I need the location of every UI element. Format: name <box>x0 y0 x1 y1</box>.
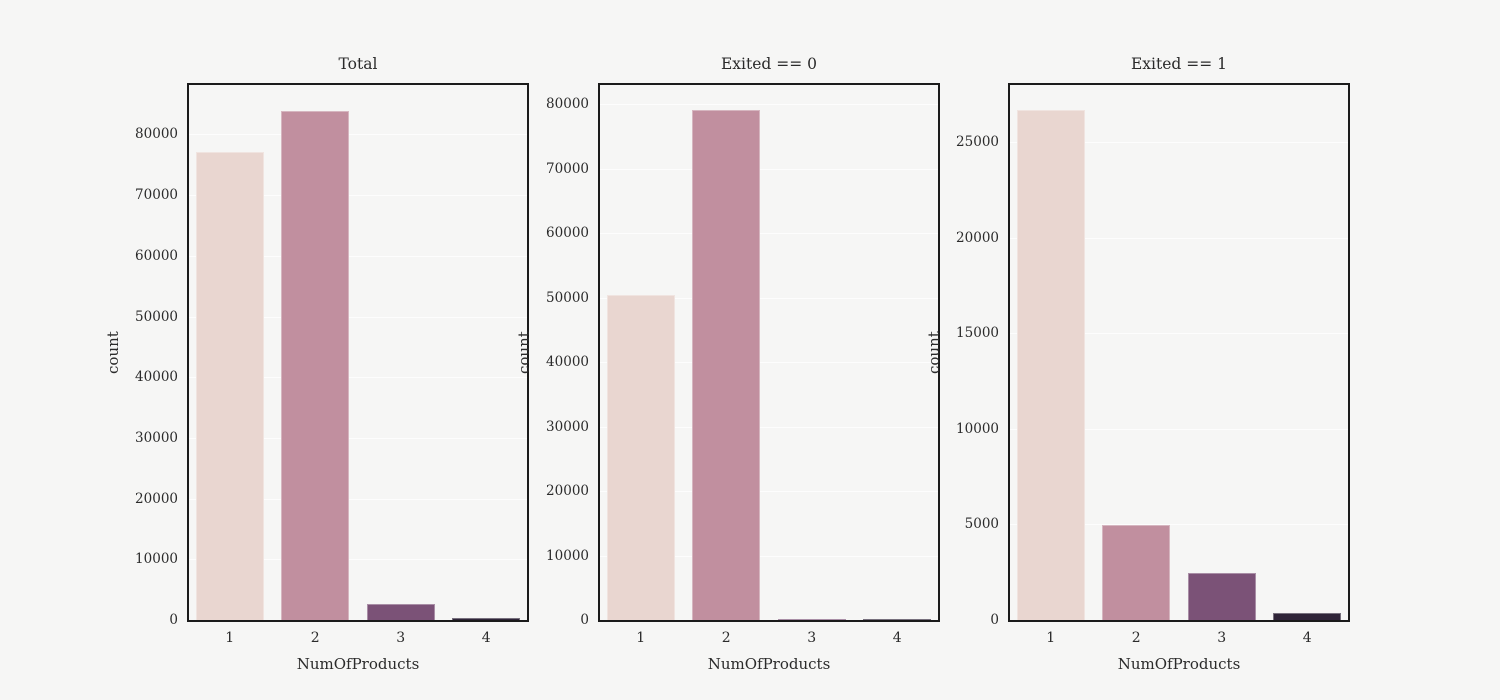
y-tick-label: 10000 <box>956 420 999 437</box>
gridline <box>600 426 938 428</box>
bar-numofproducts-4 <box>863 619 932 620</box>
gridline <box>189 195 527 197</box>
gridline <box>1010 428 1348 430</box>
y-tick-label: 50000 <box>135 308 178 325</box>
bar-numofproducts-2 <box>1102 525 1171 620</box>
y-tick-label: 50000 <box>546 289 589 306</box>
y-tick-label: 40000 <box>135 369 178 386</box>
gridline <box>1010 524 1348 526</box>
x-tick-label: 3 <box>1217 630 1227 646</box>
x-axis-label: NumOfProducts <box>707 655 831 673</box>
x-tick-label: 2 <box>310 630 320 646</box>
y-tick-label: 20000 <box>135 490 178 507</box>
y-tick-label: 30000 <box>546 418 589 435</box>
gridline <box>600 297 938 299</box>
x-tick-label: 1 <box>1046 630 1056 646</box>
y-tick-label: 15000 <box>956 325 999 342</box>
x-tick-label: 4 <box>1302 630 1312 646</box>
gridline <box>189 255 527 257</box>
x-tick-label: 3 <box>807 630 817 646</box>
y-tick-label: 20000 <box>546 483 589 499</box>
y-tick-label: 40000 <box>546 354 589 370</box>
bar-numofproducts-3 <box>366 604 435 620</box>
plot-area <box>187 83 529 622</box>
y-tick-label: 10000 <box>135 551 178 568</box>
plot-area <box>1008 83 1350 622</box>
subplot-title: Total <box>338 55 378 73</box>
gridline <box>600 168 938 170</box>
subplot-title: Exited == 1 <box>1130 55 1228 73</box>
x-tick-label: 4 <box>481 630 491 646</box>
gridline <box>189 498 527 500</box>
plot-area <box>598 83 940 622</box>
x-tick-label: 2 <box>721 630 731 646</box>
gridline <box>600 491 938 492</box>
subplot-exited-1: Exited == 1 count NumOfProducts 0 5000 100… <box>925 55 1350 673</box>
y-tick-label: 5000 <box>964 516 999 533</box>
y-axis-label: count <box>925 331 943 374</box>
y-tick-label: 60000 <box>135 247 178 264</box>
gridline <box>600 362 938 363</box>
subplot-total: Total count NumOfProducts 0 10000 20000 300… <box>104 55 529 673</box>
y-tick-label: 60000 <box>546 225 589 242</box>
bar-numofproducts-3 <box>1187 573 1256 620</box>
subplot-title: Exited == 0 <box>720 55 818 73</box>
bar-numofproducts-4 <box>452 617 521 620</box>
bar-numofproducts-1 <box>1016 110 1085 620</box>
gridline <box>600 104 938 106</box>
bar-numofproducts-3 <box>777 619 846 620</box>
subplot-exited-0: Exited == 0 count NumOfProducts 0 10000 20… <box>515 55 940 673</box>
gridline <box>600 555 938 557</box>
y-tick-label: 10000 <box>546 547 589 564</box>
x-tick-label: 1 <box>636 630 646 646</box>
y-tick-label: 30000 <box>135 429 178 446</box>
x-axis-label: NumOfProducts <box>1117 655 1241 673</box>
gridline <box>189 377 527 379</box>
x-tick-label: 3 <box>396 630 406 646</box>
x-tick-label: 1 <box>225 630 235 646</box>
y-tick-label: 25000 <box>956 133 999 150</box>
bar-numofproducts-2 <box>692 110 761 620</box>
y-tick-label: 0 <box>580 612 589 628</box>
bar-numofproducts-1 <box>195 152 264 620</box>
y-tick-label: 0 <box>990 612 999 628</box>
y-tick-label: 80000 <box>135 126 178 143</box>
gridline <box>189 316 527 318</box>
x-tick-label: 4 <box>892 630 902 646</box>
y-axis-label: count <box>104 331 122 374</box>
x-tick-label: 2 <box>1131 630 1141 646</box>
x-axis-label: NumOfProducts <box>296 655 420 673</box>
bar-numofproducts-4 <box>1273 613 1342 620</box>
gridline <box>1010 141 1348 143</box>
y-tick-label: 70000 <box>135 187 178 204</box>
gridline <box>189 559 527 561</box>
y-tick-label: 70000 <box>546 160 589 177</box>
gridline <box>600 233 938 235</box>
y-tick-label: 80000 <box>546 96 589 113</box>
y-tick-label: 20000 <box>956 229 999 246</box>
bar-numofproducts-1 <box>606 294 675 620</box>
gridline <box>189 437 527 439</box>
bar-numofproducts-2 <box>281 110 350 620</box>
gridline <box>189 134 527 136</box>
y-tick-label: 0 <box>169 612 178 628</box>
gridline <box>1010 333 1348 335</box>
gridline <box>1010 237 1348 239</box>
